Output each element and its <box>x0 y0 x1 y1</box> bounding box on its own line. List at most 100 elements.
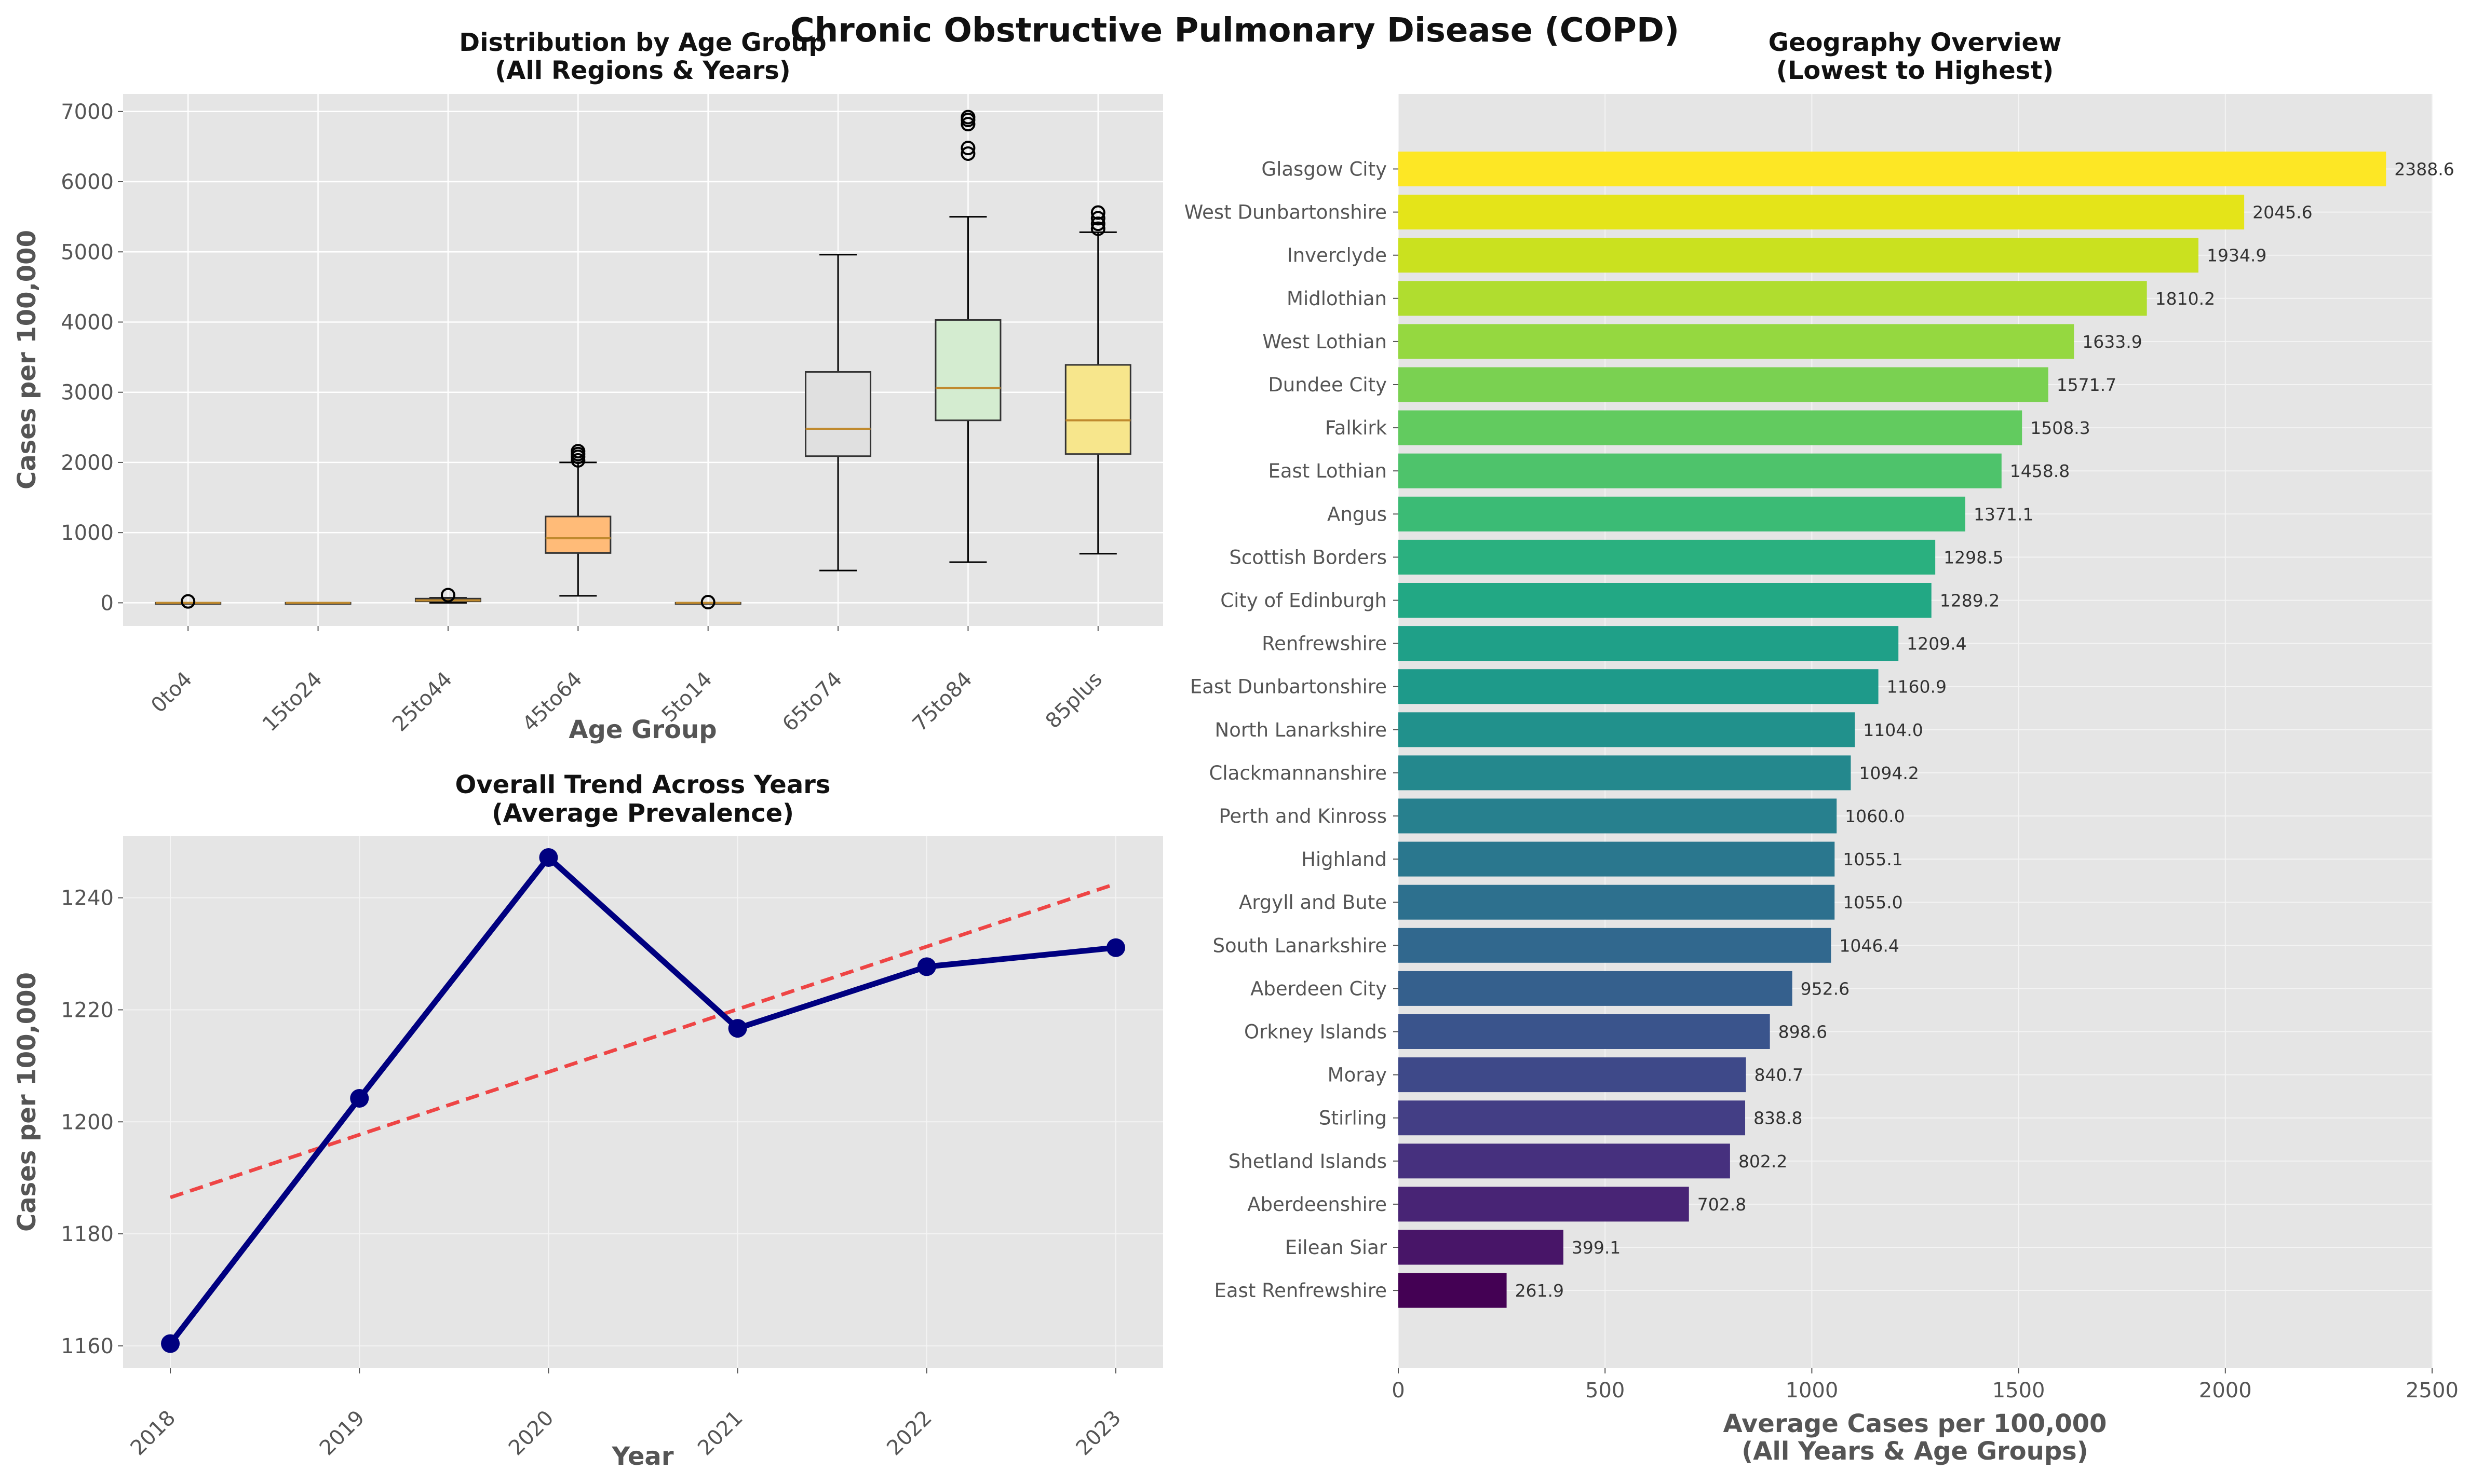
hbar-category-label: Glasgow City <box>1261 158 1387 181</box>
hbar-xtick-label: 2500 <box>2406 1379 2459 1403</box>
box-xlabel: Age Group <box>569 715 717 744</box>
box-panel: 0to4 15to24 25to44 45to64 5to14 65to74 75to84 8… <box>12 28 1163 744</box>
box-body <box>545 515 612 554</box>
hbar-bar <box>1398 324 2074 359</box>
box-ytick-label: 7000 <box>61 100 114 124</box>
hbar-category-label: Angus <box>1327 503 1387 525</box>
hbar-bar <box>1398 1230 1563 1265</box>
hbar-value-label: 838.8 <box>1753 1108 1802 1128</box>
box-outlier <box>1090 205 1105 220</box>
box-xtick-label: 15to24 <box>258 668 327 737</box>
line-ytick-label: 1200 <box>61 1110 114 1134</box>
box-body <box>935 319 1002 421</box>
prevalence-point <box>539 848 558 867</box>
box-xtick-label: 75to84 <box>908 668 977 737</box>
box-outlier <box>1090 221 1105 236</box>
hbar-xlabel: Average Cases per 100,000 <box>1723 1409 2107 1438</box>
hbar-bar <box>1398 841 1835 877</box>
hbar-bar <box>1398 238 2198 273</box>
line-ylabel: Cases per 100,000 <box>12 972 42 1232</box>
hbar-bar <box>1398 669 1879 704</box>
hbar-bar <box>1398 1143 1730 1179</box>
hbar-bar <box>1398 496 1965 532</box>
hbar-category-label: Inverclyde <box>1287 244 1387 267</box>
hbar-category-label: Aberdeen City <box>1250 977 1387 1000</box>
hbar-category-label: North Lanarkshire <box>1215 719 1387 741</box>
box-outlier <box>571 444 586 459</box>
box-ytick-label: 1000 <box>61 521 114 545</box>
hbar-subtitle: (Lowest to Highest) <box>1776 56 2054 85</box>
prevalence-point <box>728 1019 747 1038</box>
hbar-value-label: 399.1 <box>1572 1237 1621 1258</box>
hbar-xlabel-2: (All Years & Age Groups) <box>1742 1437 2088 1466</box>
hbar-bar <box>1398 583 1932 618</box>
hbar-bar <box>1398 539 1936 575</box>
line-xtick-label: 2021 <box>693 1406 748 1461</box>
hbar-value-label: 1371.1 <box>1974 504 2033 524</box>
prevalence-point <box>917 957 936 976</box>
hbar-value-label: 1458.8 <box>2010 461 2070 481</box>
hbar-bar <box>1398 626 1899 661</box>
hbar-bar <box>1398 152 2386 186</box>
hbar-title: Geography Overview <box>1769 28 2062 57</box>
hbar-bar <box>1398 1273 1507 1308</box>
hbar-value-label: 1060.0 <box>1845 806 1905 826</box>
hbar-category-label: Moray <box>1328 1064 1387 1086</box>
hbar-category-label: East Dunbartonshire <box>1190 676 1387 698</box>
hbar-value-label: 2045.6 <box>2252 202 2312 223</box>
hbar-bar <box>1398 453 2002 488</box>
hbar-category-label: Perth and Kinross <box>1219 805 1387 827</box>
hbar-bar <box>1398 281 2147 316</box>
hbar-value-label: 1508.3 <box>2030 418 2090 438</box>
hbar-category-label: West Dunbartonshire <box>1184 201 1387 224</box>
hbar-value-label: 702.8 <box>1697 1194 1746 1215</box>
hbar-value-label: 840.7 <box>1754 1065 1803 1085</box>
hbar-bar <box>1398 1187 1689 1222</box>
box-outlier <box>961 117 976 132</box>
hbar-xtick-label: 0 <box>1392 1379 1405 1403</box>
box-ytick-label: 2000 <box>61 451 114 475</box>
box-outlier <box>961 146 976 161</box>
box-plot-area <box>123 94 1163 626</box>
hbar-value-label: 1104.0 <box>1863 720 1923 740</box>
hbar-bar <box>1398 755 1851 791</box>
hbar-category-label: South Lanarkshire <box>1212 934 1387 957</box>
hbar-panel: 2388.6 2045.6 1934.9 1810.2 1633.9 1571.7 1508… <box>1184 28 2459 1466</box>
hbar-bar <box>1398 1057 1746 1093</box>
box-ytick-label: 4000 <box>61 310 114 334</box>
hbar-value-label: 1160.9 <box>1887 677 1947 697</box>
hbar-value-label: 1810.2 <box>2155 289 2215 309</box>
box-title: Distribution by Age Group <box>459 28 826 57</box>
line-xtick-label: 2019 <box>315 1406 370 1461</box>
box-xtick-label: 25to44 <box>388 668 457 737</box>
line-plot-area <box>123 836 1163 1368</box>
line-ytick-label: 1240 <box>61 887 114 910</box>
box-body <box>805 371 872 457</box>
hbar-category-label: City of Edinburgh <box>1220 590 1387 612</box>
line-panel: 2018 2019 2020 2021 2022 2023 1160 1180 1200 122… <box>12 770 1163 1471</box>
box-outlier <box>1090 211 1105 226</box>
hbar-value-label: 952.6 <box>1801 978 1850 999</box>
line-xtick-label: 2022 <box>882 1406 937 1461</box>
box-ytick-label: 3000 <box>61 381 114 405</box>
figure-suptitle: Chronic Obstructive Pulmonary Disease (C… <box>790 11 1680 50</box>
hbar-category-label: Eilean Siar <box>1285 1236 1387 1259</box>
hbar-value-label: 1094.2 <box>1859 763 1919 783</box>
hbar-category-label: Shetland Islands <box>1229 1150 1387 1173</box>
hbar-category-label: Aberdeenshire <box>1247 1193 1387 1216</box>
hbar-value-label: 1633.9 <box>2082 332 2142 352</box>
hbar-value-label: 1298.5 <box>1943 547 2003 567</box>
hbar-category-label: Renfrewshire <box>1262 633 1387 655</box>
hbar-bar <box>1398 1014 1770 1049</box>
box-ytick-label: 5000 <box>61 240 114 264</box>
line-subtitle: (Average Prevalence) <box>492 799 794 828</box>
hbar-category-label: Dundee City <box>1268 374 1387 396</box>
box-outlier <box>961 110 976 125</box>
hbar-bar <box>1398 410 2022 445</box>
hbar-value-label: 1571.7 <box>2057 375 2116 395</box>
line-title: Overall Trend Across Years <box>455 770 831 799</box>
hbar-bar <box>1398 798 1837 834</box>
line-ytick-label: 1180 <box>61 1222 114 1246</box>
hbar-category-label: Clackmannanshire <box>1209 762 1387 784</box>
